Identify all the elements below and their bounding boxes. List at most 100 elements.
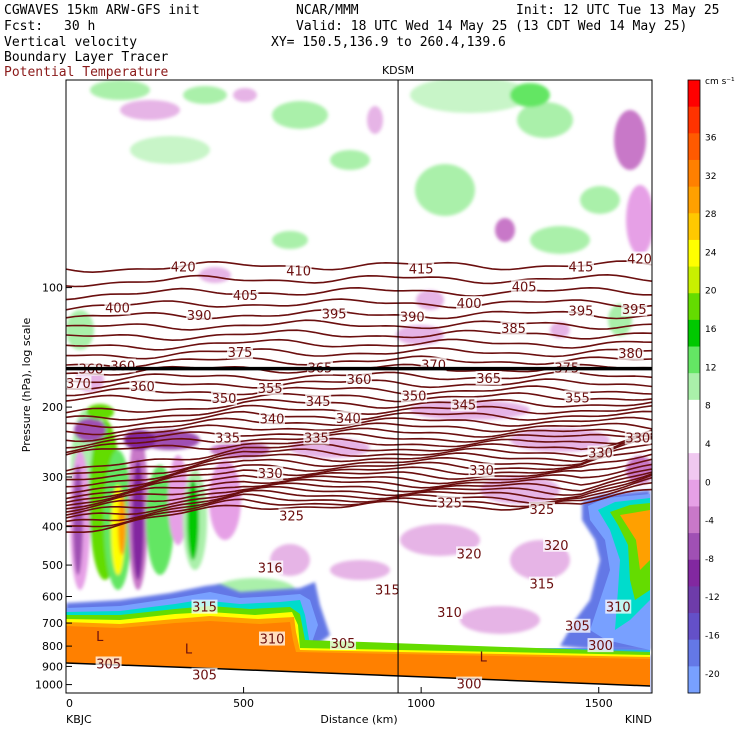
theta-label: 330: [625, 432, 650, 447]
theta-label-bg: [186, 308, 213, 323]
theta-label: 330: [588, 447, 613, 462]
theta-label-bg: [258, 411, 285, 426]
theta-label: 300: [588, 639, 613, 654]
colorbar-tick-label: -4: [705, 517, 714, 527]
colorbar-tick-label: 4: [705, 440, 711, 450]
theta-label: 315: [375, 584, 400, 599]
theta-contour: [66, 392, 652, 403]
fcst-label: Fcst:: [4, 19, 44, 34]
colorbar: 36 32 28 24 20 16 12 8 4 0 -4 -8 -12 -16 -20: [687, 79, 720, 694]
x-axis: 0 500 1000 1500: [65, 687, 613, 710]
colorbar-tick-label: 24: [705, 248, 717, 258]
theta-label-bg: [436, 495, 463, 510]
theta-label-bg: [626, 251, 653, 266]
theta-label-bg: [214, 430, 241, 445]
x-tick-label: 1500: [585, 697, 613, 710]
theta-label: 330: [258, 467, 283, 482]
theta-label-bg: [330, 635, 357, 650]
colorbar-swatch: [688, 133, 700, 161]
colorbar-tick-label: 20: [705, 287, 717, 297]
theta-contour: [66, 432, 652, 454]
y-tick-label: 400: [42, 521, 63, 534]
colorbar-swatch: [688, 293, 700, 321]
theta-contour: [66, 437, 652, 481]
theta-label-bg: [303, 430, 330, 445]
colorbar-swatch: [688, 80, 700, 108]
theta-label-bg: [321, 306, 348, 321]
theta-label: 305: [331, 637, 356, 652]
theta-contour: [66, 463, 652, 507]
plot-frame: [65, 79, 653, 694]
theta-label-bg: [617, 346, 644, 361]
theta-contour: [66, 422, 652, 443]
colorbar-swatch: [688, 639, 700, 667]
colorbar-swatch: [688, 106, 700, 134]
theta-label: 410: [286, 264, 311, 279]
theta-label-bg: [129, 379, 156, 394]
theta-label: 375: [228, 346, 253, 361]
colorbar-swatch: [688, 373, 700, 401]
y-tick-label: 800: [42, 640, 63, 653]
theta-label-bg: [305, 393, 332, 408]
theta-contour: [66, 347, 652, 360]
theta-label-bg: [543, 537, 570, 552]
colorbar-tick-label: 32: [705, 172, 716, 182]
y-axis-label: Pressure (hPa), log scale: [20, 318, 33, 453]
x-tick-label: 0: [66, 697, 73, 710]
station-marker-label: KDSM: [382, 64, 414, 77]
y-tick-label: 900: [42, 660, 63, 673]
theta-label-bg: [450, 397, 477, 412]
org-label: NCAR/MMM: [296, 3, 359, 18]
theta-label: 415: [569, 260, 594, 275]
field-vertical-velocity: Vertical velocity: [4, 35, 138, 50]
theta-label: 395: [622, 303, 647, 318]
theta-label: 335: [215, 432, 240, 447]
colorbar-tick-label: 0: [705, 478, 711, 488]
theta-contour: [66, 448, 652, 495]
y-tick-label: 1000: [35, 679, 63, 692]
x-tick-label: 500: [233, 697, 254, 710]
x-tick-label: 1000: [407, 697, 435, 710]
y-axis: 100 200 300 400 500 600 700 800 900 1000: [35, 282, 72, 692]
colorbar-swatch: [688, 533, 700, 561]
theta-label: 420: [171, 260, 196, 275]
theta-label: 310: [260, 633, 285, 648]
colorbar-tick-label: 8: [705, 402, 711, 412]
low-marker: L: [480, 651, 488, 666]
theta-label: 300: [457, 678, 482, 693]
theta-label-bg: [285, 263, 312, 278]
y-tick-label: 500: [42, 559, 63, 572]
theta-label-bg: [456, 546, 483, 561]
theta-label-bg: [346, 372, 372, 387]
theta-label-bg: [564, 390, 591, 405]
theta-label-bg: [408, 261, 435, 276]
theta-label-bg: [170, 259, 197, 274]
theta-label: 370: [421, 358, 446, 373]
xy-cross-section: XY= 150.5,136.9 to 260.4,139.6: [271, 35, 506, 50]
theta-contour: [66, 338, 652, 351]
theta-contour: [66, 398, 652, 414]
theta-label: 370: [66, 377, 91, 392]
theta-label: 400: [457, 297, 482, 312]
theta-label: 405: [512, 281, 537, 296]
y-tick-label: 100: [42, 282, 63, 295]
theta-label-bg: [227, 344, 254, 359]
theta-label: 350: [402, 389, 427, 404]
theta-label-bg: [456, 676, 483, 691]
theta-label-bg: [232, 287, 259, 302]
colorbar-tick-label: 36: [705, 133, 717, 143]
theta-label-bg: [401, 388, 428, 403]
theta-label-bg: [587, 638, 614, 653]
field-potential-temperature: Potential Temperature: [4, 65, 169, 80]
theta-label-bg: [257, 466, 284, 481]
valid-time: Valid: 18 UTC Wed 14 May 25 (13 CDT Wed …: [296, 19, 688, 34]
theta-label: 390: [400, 311, 425, 326]
theta-contour: [66, 474, 652, 519]
theta-label: 315: [192, 601, 217, 616]
theta-label: 325: [437, 497, 462, 512]
colorbar-swatch: [688, 613, 700, 641]
theta-label: 385: [501, 322, 526, 337]
theta-label-bg: [374, 582, 401, 597]
colorbar-swatch: [688, 506, 700, 534]
